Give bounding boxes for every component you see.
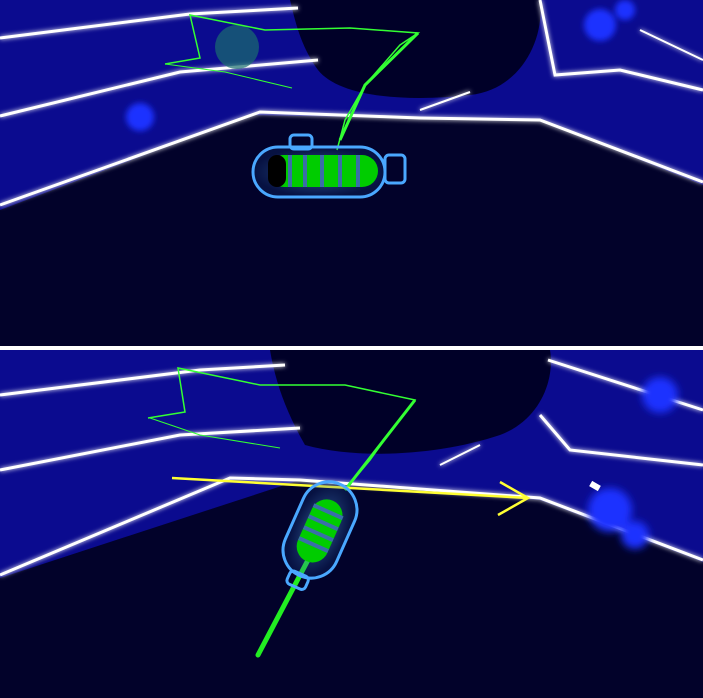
- dark-blob: [290, 0, 541, 99]
- particle-clusters: [588, 377, 678, 549]
- rails: [0, 358, 703, 577]
- wire-path: [164, 14, 421, 151]
- scene-bottom: [0, 350, 703, 698]
- direction-arrow: [171, 476, 531, 517]
- rails: [0, 0, 703, 207]
- debris: [589, 480, 601, 492]
- particle-clusters: [126, 0, 635, 131]
- tether-line: [338, 31, 420, 141]
- capsule-player[interactable]: [269, 473, 366, 598]
- game-viewport-top[interactable]: [0, 0, 703, 346]
- wire-branch: [149, 417, 281, 449]
- game-viewport-bottom[interactable]: [0, 350, 703, 698]
- wire-branch: [164, 63, 293, 89]
- dark-blob: [270, 350, 551, 454]
- frame-divider: [0, 346, 703, 350]
- tether-line: [343, 399, 417, 491]
- capsule-player[interactable]: [251, 133, 407, 199]
- scene-top: [0, 0, 703, 346]
- target-sphere: [215, 25, 259, 69]
